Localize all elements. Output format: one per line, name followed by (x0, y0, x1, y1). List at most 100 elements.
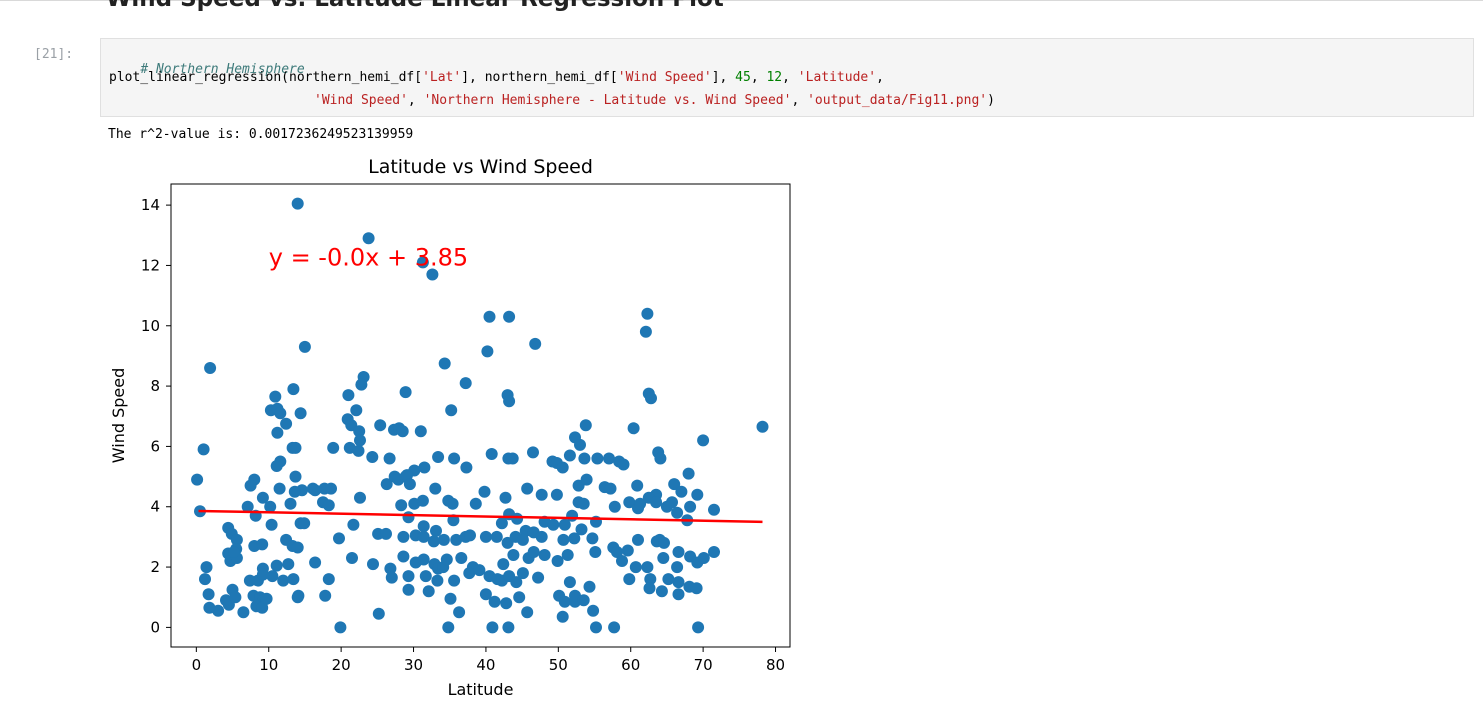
code-token: , (791, 93, 808, 108)
data-point (627, 422, 640, 435)
data-point (684, 500, 697, 513)
points-layer (191, 197, 769, 634)
data-point (631, 479, 644, 492)
y-tick-label: 4 (150, 498, 160, 516)
data-point (270, 460, 283, 472)
regression-equation: y = -0.0x + 3.85 (269, 243, 468, 271)
data-point (402, 511, 415, 524)
data-point (237, 606, 250, 619)
data-point (355, 378, 368, 391)
data-point (682, 467, 695, 480)
data-point (448, 452, 461, 465)
x-tick-label: 0 (192, 656, 202, 674)
data-point (643, 582, 656, 595)
data-point (280, 417, 293, 430)
y-tick-label: 6 (150, 437, 160, 455)
data-point (488, 595, 501, 608)
data-point (319, 589, 332, 602)
data-point (473, 564, 486, 577)
chart-title: Latitude vs Wind Speed (368, 156, 593, 178)
data-point (497, 558, 510, 571)
data-point (634, 497, 647, 510)
data-point (362, 232, 375, 245)
data-point (650, 496, 663, 509)
y-tick-label: 12 (141, 256, 160, 274)
data-point (513, 591, 526, 604)
data-point (481, 345, 494, 358)
data-point (417, 520, 430, 533)
code-token: ) (987, 93, 995, 108)
data-point (298, 340, 311, 353)
data-point (372, 607, 385, 620)
data-point (453, 606, 466, 619)
code-cell[interactable]: # Northern Hemisphere plot_linear_regres… (100, 38, 1474, 117)
data-point (590, 621, 602, 634)
code-token: , (407, 93, 424, 108)
data-point (529, 337, 542, 350)
data-point (354, 491, 366, 504)
code-string: 'Lat' (422, 70, 462, 85)
data-point (244, 479, 257, 492)
data-point (444, 592, 457, 605)
code-token: , (782, 70, 798, 85)
data-point (289, 441, 302, 454)
data-point (672, 576, 685, 589)
data-point (430, 524, 442, 537)
x-tick-label: 30 (404, 656, 423, 674)
data-point (264, 500, 277, 513)
data-point (273, 482, 286, 495)
data-point (708, 546, 720, 558)
data-point (342, 389, 355, 402)
data-point (397, 530, 410, 543)
data-point (228, 546, 240, 558)
data-point (383, 452, 396, 465)
x-tick-label: 70 (694, 656, 713, 674)
data-point (197, 443, 210, 456)
code-string: 'Wind Speed' (314, 93, 408, 108)
data-point (327, 441, 340, 454)
data-point (502, 621, 515, 634)
data-point (199, 573, 211, 586)
data-point (575, 523, 588, 536)
data-point (460, 461, 473, 474)
x-axis-label: Latitude (448, 680, 514, 699)
data-point (550, 488, 563, 501)
y-tick-label: 10 (141, 317, 160, 335)
data-point (516, 567, 529, 580)
data-point (448, 574, 461, 587)
regression-line (198, 509, 763, 524)
data-point (291, 197, 304, 210)
data-point (574, 438, 586, 451)
code-line-comment: # Northern Hemisphere (109, 47, 304, 92)
data-point (229, 591, 242, 604)
data-point (691, 488, 704, 501)
data-point (485, 448, 498, 460)
code-string: 'Northern Hemisphere - Latitude vs. Wind… (423, 93, 792, 108)
data-point (500, 597, 513, 610)
data-point (506, 452, 519, 465)
data-point (203, 601, 216, 614)
data-point (641, 561, 654, 574)
data-point (288, 485, 301, 498)
data-point (455, 552, 468, 564)
data-point (558, 595, 571, 608)
data-point (385, 571, 398, 584)
data-point (403, 478, 416, 491)
data-point (479, 588, 492, 601)
data-point (334, 621, 347, 634)
data-point (265, 518, 278, 531)
data-point (668, 478, 681, 491)
data-point (450, 533, 463, 546)
data-point (256, 601, 269, 614)
data-point (639, 325, 652, 338)
data-point (352, 444, 365, 457)
data-point (353, 425, 366, 438)
data-point (479, 530, 492, 543)
code-token: plot_linear_regression(northern_hemi_df[ (109, 70, 423, 85)
data-point (675, 485, 688, 498)
data-point (672, 588, 685, 601)
data-point (274, 407, 287, 420)
data-point (563, 449, 576, 462)
data-point (632, 533, 644, 546)
data-point (623, 496, 636, 509)
